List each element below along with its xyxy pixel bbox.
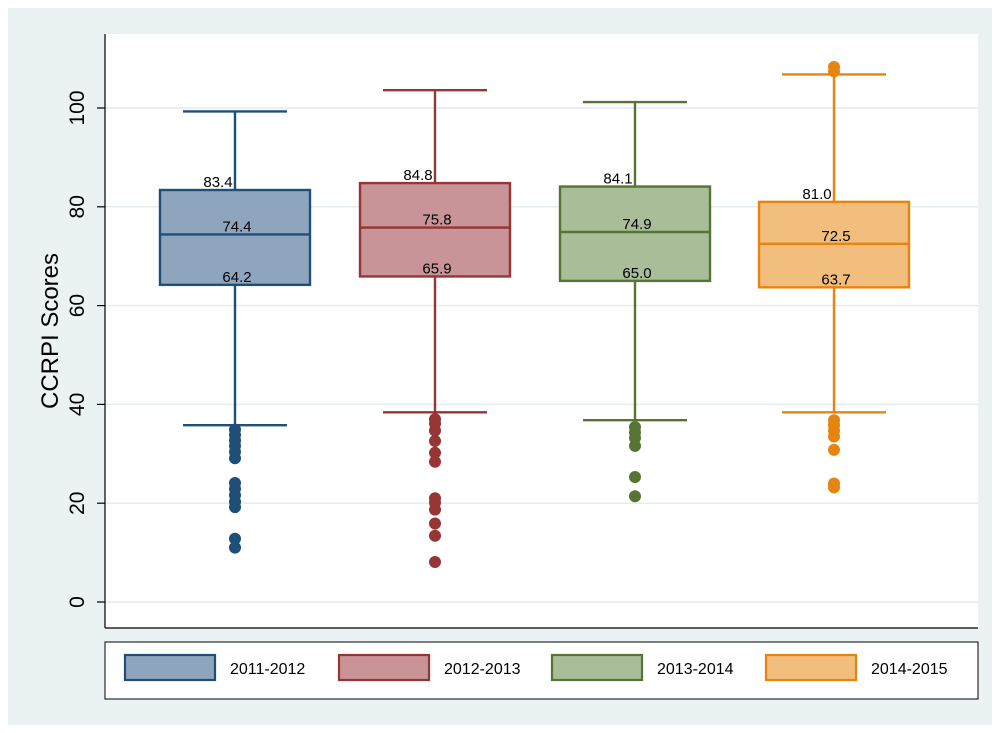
outlier-point (828, 65, 840, 78)
y-tick-label: 40 (66, 393, 89, 416)
median-label: 74.4 (222, 218, 251, 235)
boxes-layer: 83.4 74.4 64.2 84.8 75.8 65.9 84.1 74.9 65.0 81.0… (158, 60, 911, 568)
legend: 2011-2012 2012-2013 2013-2014 2014-2015 (123, 653, 948, 682)
q1-label: 64.2 (222, 269, 251, 286)
outlier-point (429, 434, 441, 447)
y-tick-label: 0 (66, 596, 89, 608)
plot-area (105, 34, 978, 628)
outlier-point (229, 452, 241, 465)
iqr-box (358, 181, 512, 278)
outlier-point (429, 529, 441, 542)
iqr-box (558, 185, 712, 283)
box-group-2011-2012: 83.4 74.4 64.2 (158, 110, 312, 554)
box-group-2014-2015: 81.0 72.5 63.7 (757, 60, 911, 494)
legend-label: 2012-2013 (444, 661, 521, 678)
chart-frame: 83.4 74.4 64.2 84.8 75.8 65.9 84.1 74.9 65.0 81.0… (8, 8, 992, 725)
q3-label: 84.8 (403, 167, 432, 184)
outlier-point (629, 490, 641, 503)
iqr-box (158, 188, 312, 287)
outlier-point (629, 471, 641, 484)
median-label: 74.9 (622, 216, 651, 233)
outlier-point (229, 532, 241, 545)
outlier-point (229, 501, 241, 514)
outlier-point (828, 481, 840, 494)
outlier-point (429, 424, 441, 437)
box-plot-chart: 83.4 74.4 64.2 84.8 75.8 65.9 84.1 74.9 65.0 81.0… (37, 34, 979, 700)
q3-label: 84.1 (603, 171, 632, 188)
outlier-point (429, 503, 441, 516)
legend-swatch (550, 653, 644, 682)
box-group-2012-2013: 84.8 75.8 65.9 (358, 89, 512, 568)
outlier-point (429, 517, 441, 530)
y-tick-label: 60 (66, 294, 89, 317)
y-tick-label: 100 (66, 90, 89, 125)
legend-swatch (337, 653, 431, 682)
box-group-2013-2014: 84.1 74.9 65.0 (558, 100, 712, 503)
q1-label: 63.7 (821, 271, 850, 288)
outlier-point (429, 446, 441, 459)
y-axis-title: CCRPI Scores (37, 253, 64, 409)
legend-item-2012-2013: 2012-2013 (337, 653, 521, 682)
legend-swatch (123, 653, 217, 682)
y-tick-label: 20 (66, 492, 89, 515)
q1-label: 65.0 (622, 265, 651, 282)
legend-label: 2014-2015 (871, 661, 948, 678)
median-label: 72.5 (821, 228, 850, 245)
outlier-point (629, 439, 641, 452)
outlier-point (429, 555, 441, 568)
median-label: 75.8 (422, 212, 451, 229)
legend-label: 2013-2014 (657, 661, 734, 678)
y-tick-label: 80 (66, 195, 89, 218)
legend-item-2013-2014: 2013-2014 (550, 653, 734, 682)
outlier-point (828, 430, 840, 443)
q3-label: 81.0 (802, 186, 831, 203)
legend-item-2014-2015: 2014-2015 (764, 653, 948, 682)
y-axis-ticks: 0 20 40 60 80 100 (66, 90, 105, 608)
legend-item-2011-2012: 2011-2012 (123, 653, 305, 682)
outlier-point (828, 443, 840, 456)
outlier-point (429, 455, 441, 468)
q3-label: 83.4 (203, 174, 232, 191)
legend-swatch (764, 653, 858, 682)
gridlines (105, 107, 978, 603)
legend-label: 2011-2012 (230, 661, 305, 678)
q1-label: 65.9 (422, 260, 451, 277)
outlier-point (229, 541, 241, 554)
